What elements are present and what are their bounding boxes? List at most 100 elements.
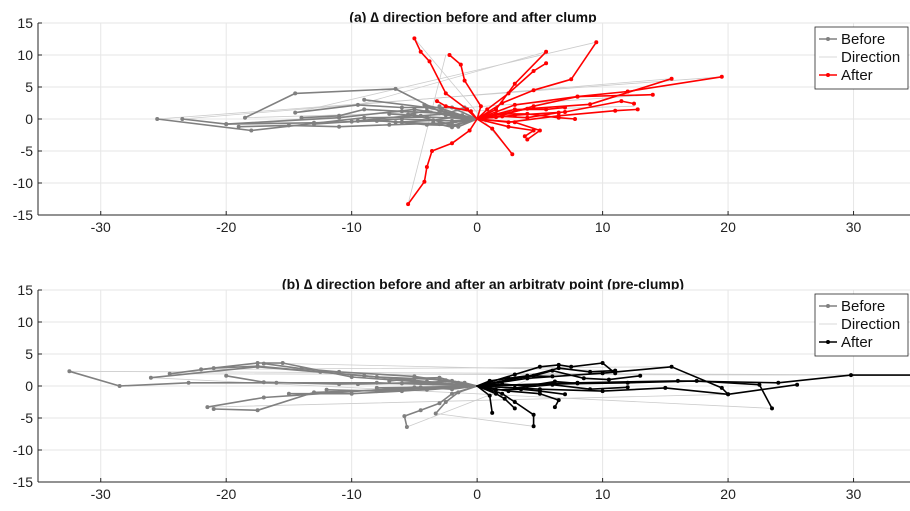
- series-before-point: [437, 375, 442, 380]
- series-before-point: [180, 117, 185, 121]
- series-after-point: [506, 376, 511, 381]
- series-before-point: [337, 369, 342, 374]
- series-before-point: [249, 128, 254, 133]
- series-after-point: [487, 393, 492, 398]
- legend-box: [814, 26, 909, 90]
- series-before-point: [437, 119, 442, 124]
- series-before-point: [412, 376, 417, 381]
- y-tick-label: 5: [25, 79, 33, 95]
- y-tick-label: 10: [17, 47, 33, 63]
- series-before-point: [450, 391, 454, 396]
- legend-label-direction: Direction: [841, 316, 900, 333]
- series-before-point: [355, 382, 360, 387]
- series-after-point: [719, 385, 724, 390]
- series-before-point: [286, 123, 291, 128]
- series-after-point: [430, 149, 434, 153]
- series-after-point: [512, 120, 517, 125]
- series-before-point: [424, 108, 429, 113]
- series-before-point: [418, 113, 423, 118]
- series-before-line: [434, 385, 478, 415]
- series-after-point: [550, 368, 555, 373]
- series-after-point: [719, 74, 724, 79]
- series-before-point: [299, 115, 304, 120]
- series-after-point: [506, 91, 511, 96]
- y-tick-label: 15: [17, 15, 33, 31]
- series-direction-line: [206, 393, 729, 408]
- series-before-point: [399, 117, 404, 121]
- legend-marker-before: [826, 304, 830, 308]
- series-after-point: [776, 380, 781, 385]
- series-before-point: [460, 113, 465, 118]
- series-after-point: [531, 128, 536, 133]
- series-before-point: [450, 378, 454, 383]
- series-before-point: [443, 400, 448, 404]
- series-before-point: [431, 118, 436, 123]
- x-tick-label: 10: [595, 486, 611, 502]
- legend-label-after: After: [841, 334, 873, 351]
- x-tick-label: -20: [216, 219, 236, 235]
- series-after-line: [476, 385, 516, 410]
- series-after-point: [458, 62, 463, 67]
- series-before-point: [349, 391, 354, 396]
- series-after-point: [467, 128, 472, 133]
- series-before-point: [337, 113, 342, 118]
- series-after-line: [476, 111, 560, 120]
- series-after-point: [406, 202, 411, 207]
- series-after-point: [424, 165, 429, 169]
- series-after-point: [588, 369, 593, 374]
- series-before-point: [349, 119, 354, 124]
- x-tick-label: 10: [595, 219, 611, 235]
- series-before-point: [450, 123, 454, 128]
- series-after-line: [476, 118, 541, 141]
- series-before-point: [450, 113, 454, 118]
- series-after-point: [512, 372, 517, 377]
- series-before-point: [362, 107, 367, 112]
- series-before-line: [401, 118, 478, 127]
- series-before-point: [393, 120, 398, 125]
- y-tick-label: 0: [25, 378, 33, 394]
- series-after-point: [494, 107, 498, 112]
- series-after-point: [478, 104, 483, 109]
- series-after-line: [436, 100, 478, 120]
- legend-marker-after: [826, 73, 830, 77]
- series-before-point: [355, 118, 360, 123]
- series-after-point: [663, 385, 668, 390]
- series-direction-line: [181, 78, 672, 120]
- series-before-point: [255, 364, 260, 369]
- series-before-point: [433, 411, 438, 416]
- series-before-point: [399, 120, 404, 125]
- series-after-point: [418, 49, 423, 54]
- series-after-point: [669, 364, 674, 369]
- series-after-point: [556, 362, 561, 367]
- series-before-line: [357, 380, 478, 387]
- series-before-point: [155, 117, 160, 121]
- series-before-point: [374, 389, 379, 394]
- series-before-point: [424, 122, 429, 127]
- series-after-point: [512, 81, 517, 86]
- series-after-point: [422, 179, 427, 184]
- series-after-point: [635, 107, 640, 112]
- legend-label-before: Before: [841, 298, 885, 315]
- series-after-point: [550, 382, 555, 387]
- series-after-point: [531, 412, 536, 417]
- series-after-point: [757, 382, 762, 387]
- series-before-point: [456, 390, 461, 395]
- series-after-point: [500, 114, 505, 119]
- series-before-point: [393, 86, 398, 91]
- x-tick-label: 30: [846, 219, 862, 235]
- series-before-point: [186, 380, 191, 385]
- series-after-point: [726, 392, 731, 397]
- series-direction-line: [357, 51, 547, 106]
- series-before-point: [450, 387, 454, 392]
- series-after-point: [625, 385, 630, 390]
- series-after-point: [600, 361, 605, 365]
- series-after-point: [638, 373, 643, 378]
- series-before-point: [280, 361, 285, 365]
- series-before-point: [387, 111, 392, 116]
- series-before-point: [243, 115, 247, 120]
- series-before-point: [148, 375, 153, 380]
- series-after: [476, 361, 910, 429]
- series-before-point: [374, 375, 379, 379]
- x-tick-label: -20: [216, 486, 236, 502]
